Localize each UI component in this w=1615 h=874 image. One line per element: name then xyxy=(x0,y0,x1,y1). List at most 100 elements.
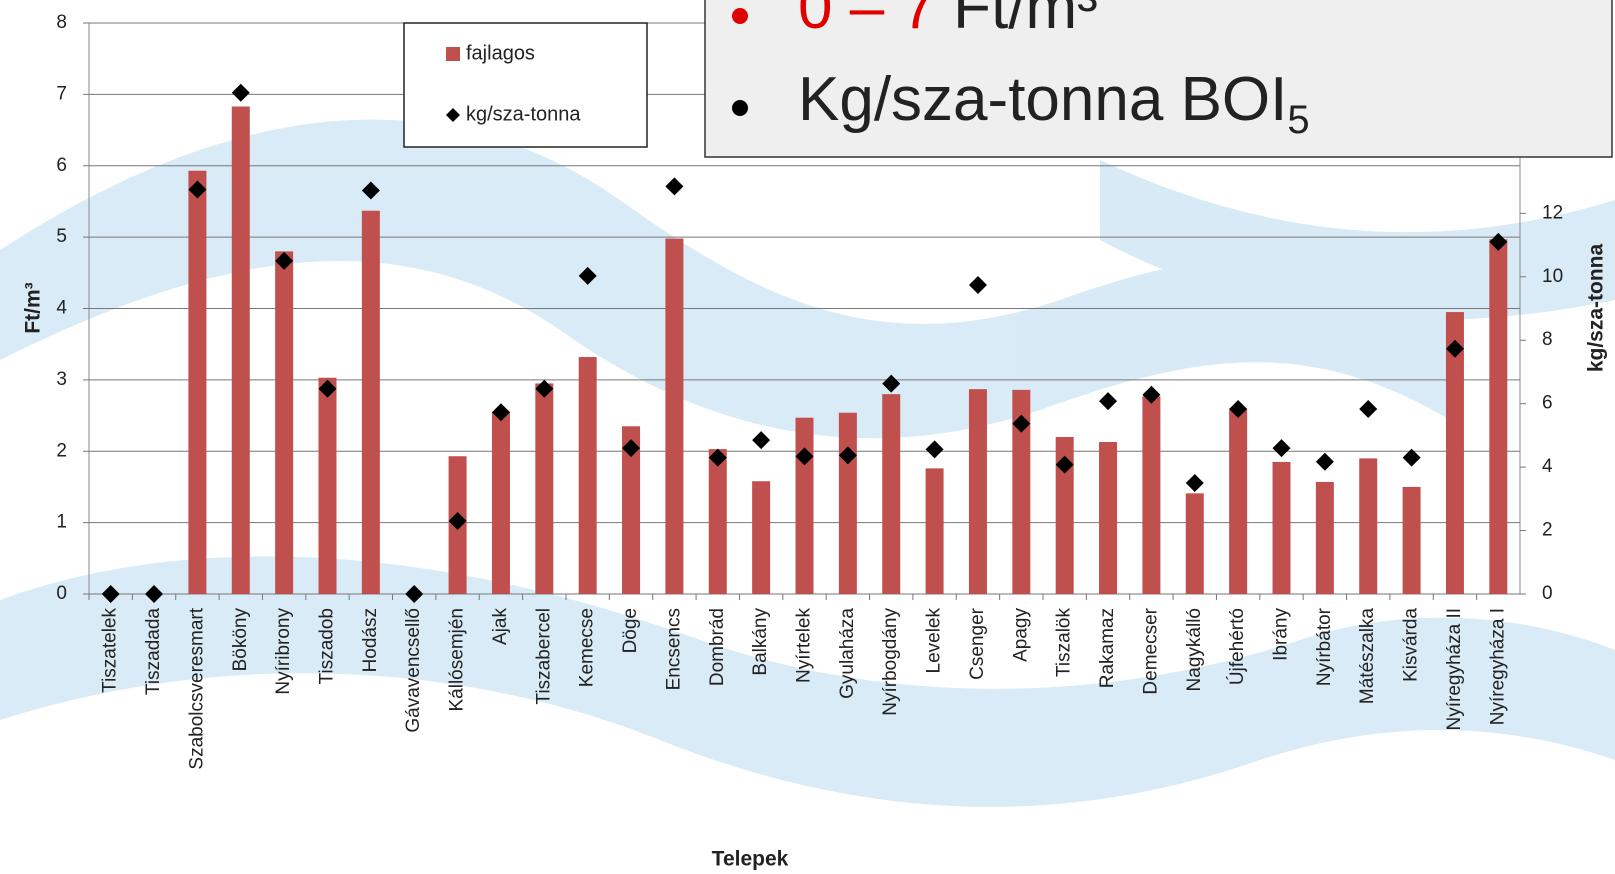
bar xyxy=(882,394,901,594)
legend-label: kg/sza-tonna xyxy=(466,103,581,125)
legend: fajlagos kg/sza-tonna xyxy=(446,42,581,125)
x-tick-label: Nyírbogdány xyxy=(880,608,901,716)
bullet xyxy=(732,8,748,24)
x-tick-label: Döge xyxy=(620,608,641,653)
marker xyxy=(1445,339,1464,358)
plot: 012345678024681012141618TiszatelekTiszad… xyxy=(56,12,1563,770)
marker xyxy=(448,512,467,531)
x-tick-label: Hodász xyxy=(360,608,381,672)
overlay-text: Ft/m³ xyxy=(953,0,1098,42)
x-tick-label: Gyulaháza xyxy=(837,608,858,699)
y-tick-label: 4 xyxy=(56,298,67,319)
overlay: 0 – 7 Ft/m³ Kg/sza-tonna BOI5 xyxy=(732,0,1310,142)
y2-tick-label: 10 xyxy=(1542,266,1563,287)
bar xyxy=(1402,486,1421,594)
marker xyxy=(535,379,554,398)
x-tick-label: Levelek xyxy=(924,608,945,674)
y2-tick-label: 6 xyxy=(1542,393,1553,414)
marker xyxy=(1359,400,1378,419)
marker xyxy=(1099,392,1118,411)
y-tick-label: 2 xyxy=(56,440,67,461)
bar xyxy=(318,377,337,594)
marker xyxy=(275,251,294,270)
overlay-box xyxy=(704,0,1613,158)
marker xyxy=(188,180,207,199)
bar xyxy=(1315,481,1334,594)
overlay-line: Kg/sza-tonna BOI5 xyxy=(798,65,1310,141)
bar xyxy=(1489,239,1508,595)
x-tick-label: Nyíregyháza I xyxy=(1487,608,1508,725)
bar xyxy=(1272,461,1291,594)
bar xyxy=(1055,436,1074,594)
marker xyxy=(1012,414,1031,433)
y-tick-label: 5 xyxy=(56,226,67,247)
y2-tick-label: 0 xyxy=(1542,583,1553,604)
x-tick-label: Tiszalök xyxy=(1054,608,1075,677)
x-tick-label: Dombrád xyxy=(707,608,728,686)
y-tick-label: 0 xyxy=(56,583,67,604)
y-tick-label: 8 xyxy=(56,12,67,33)
x-tick-label: Ibrány xyxy=(1271,608,1292,661)
bar xyxy=(925,468,944,594)
marker xyxy=(925,440,944,459)
marker xyxy=(1229,400,1248,419)
x-tick-label: Tiszadada xyxy=(143,608,164,695)
marker xyxy=(752,431,771,450)
bar xyxy=(491,411,510,594)
marker xyxy=(145,585,164,603)
bar xyxy=(838,412,857,594)
bullet xyxy=(732,100,748,116)
legend-label: fajlagos xyxy=(466,42,535,64)
x-tick-label: Kisvárda xyxy=(1401,608,1422,682)
x-tick-label: Tiszabercel xyxy=(533,608,554,704)
marker xyxy=(578,266,597,285)
bar xyxy=(188,170,207,594)
overlay-line: 0 – 7 Ft/m³ xyxy=(798,0,1098,42)
y-axis-title: Ft/m³ xyxy=(22,282,45,333)
y2-tick-label: 4 xyxy=(1542,456,1553,477)
x-tick-label: Gávavencsellő xyxy=(403,608,424,733)
x-tick-label: Apagy xyxy=(1010,608,1031,662)
bar xyxy=(1012,389,1031,594)
legend-box xyxy=(403,22,648,148)
y2-tick-label: 8 xyxy=(1542,329,1553,350)
x-tick-label: Újfehértó xyxy=(1226,608,1248,685)
x-tick-label: Nagykálló xyxy=(1184,608,1205,691)
x-tick-label: Nyíregyháza II xyxy=(1444,608,1465,731)
y-tick-label: 3 xyxy=(56,369,67,390)
marker xyxy=(101,585,120,603)
bar xyxy=(708,449,727,594)
y2-axis-title: kg/sza-tonna xyxy=(1585,244,1608,373)
x-tick-label: Tiszadob xyxy=(317,608,338,684)
bar xyxy=(665,238,684,595)
marker xyxy=(795,447,814,466)
x-axis-title: Telepek xyxy=(712,848,789,871)
x-tick-label: Nyíribrony xyxy=(273,608,294,695)
marker xyxy=(1055,455,1074,474)
bar xyxy=(752,481,771,594)
legend-swatch xyxy=(446,47,460,61)
x-tick-label: Bököny xyxy=(230,608,251,672)
marker xyxy=(318,379,337,398)
marker xyxy=(1185,473,1204,492)
x-tick-label: Mátészalka xyxy=(1357,608,1378,705)
background-waves xyxy=(0,119,1615,807)
x-tick-label: Demecser xyxy=(1140,607,1161,694)
marker xyxy=(1315,452,1334,471)
x-tick-label: Csenger xyxy=(967,607,988,679)
overlay-text: Kg/sza-tonna BOI xyxy=(798,65,1287,134)
x-tick-label: Kállósemjén xyxy=(447,608,468,712)
marker xyxy=(708,448,727,467)
y-tick-label: 6 xyxy=(56,155,67,176)
overlay-subscript: 5 xyxy=(1287,98,1309,142)
bar xyxy=(535,383,554,594)
marker xyxy=(882,374,901,393)
marker xyxy=(622,439,641,458)
marker xyxy=(361,181,380,200)
marker xyxy=(405,585,424,603)
bar xyxy=(275,251,294,594)
marker xyxy=(1489,232,1508,251)
x-tick-label: Nyírtelek xyxy=(794,608,815,683)
bar xyxy=(361,210,380,594)
